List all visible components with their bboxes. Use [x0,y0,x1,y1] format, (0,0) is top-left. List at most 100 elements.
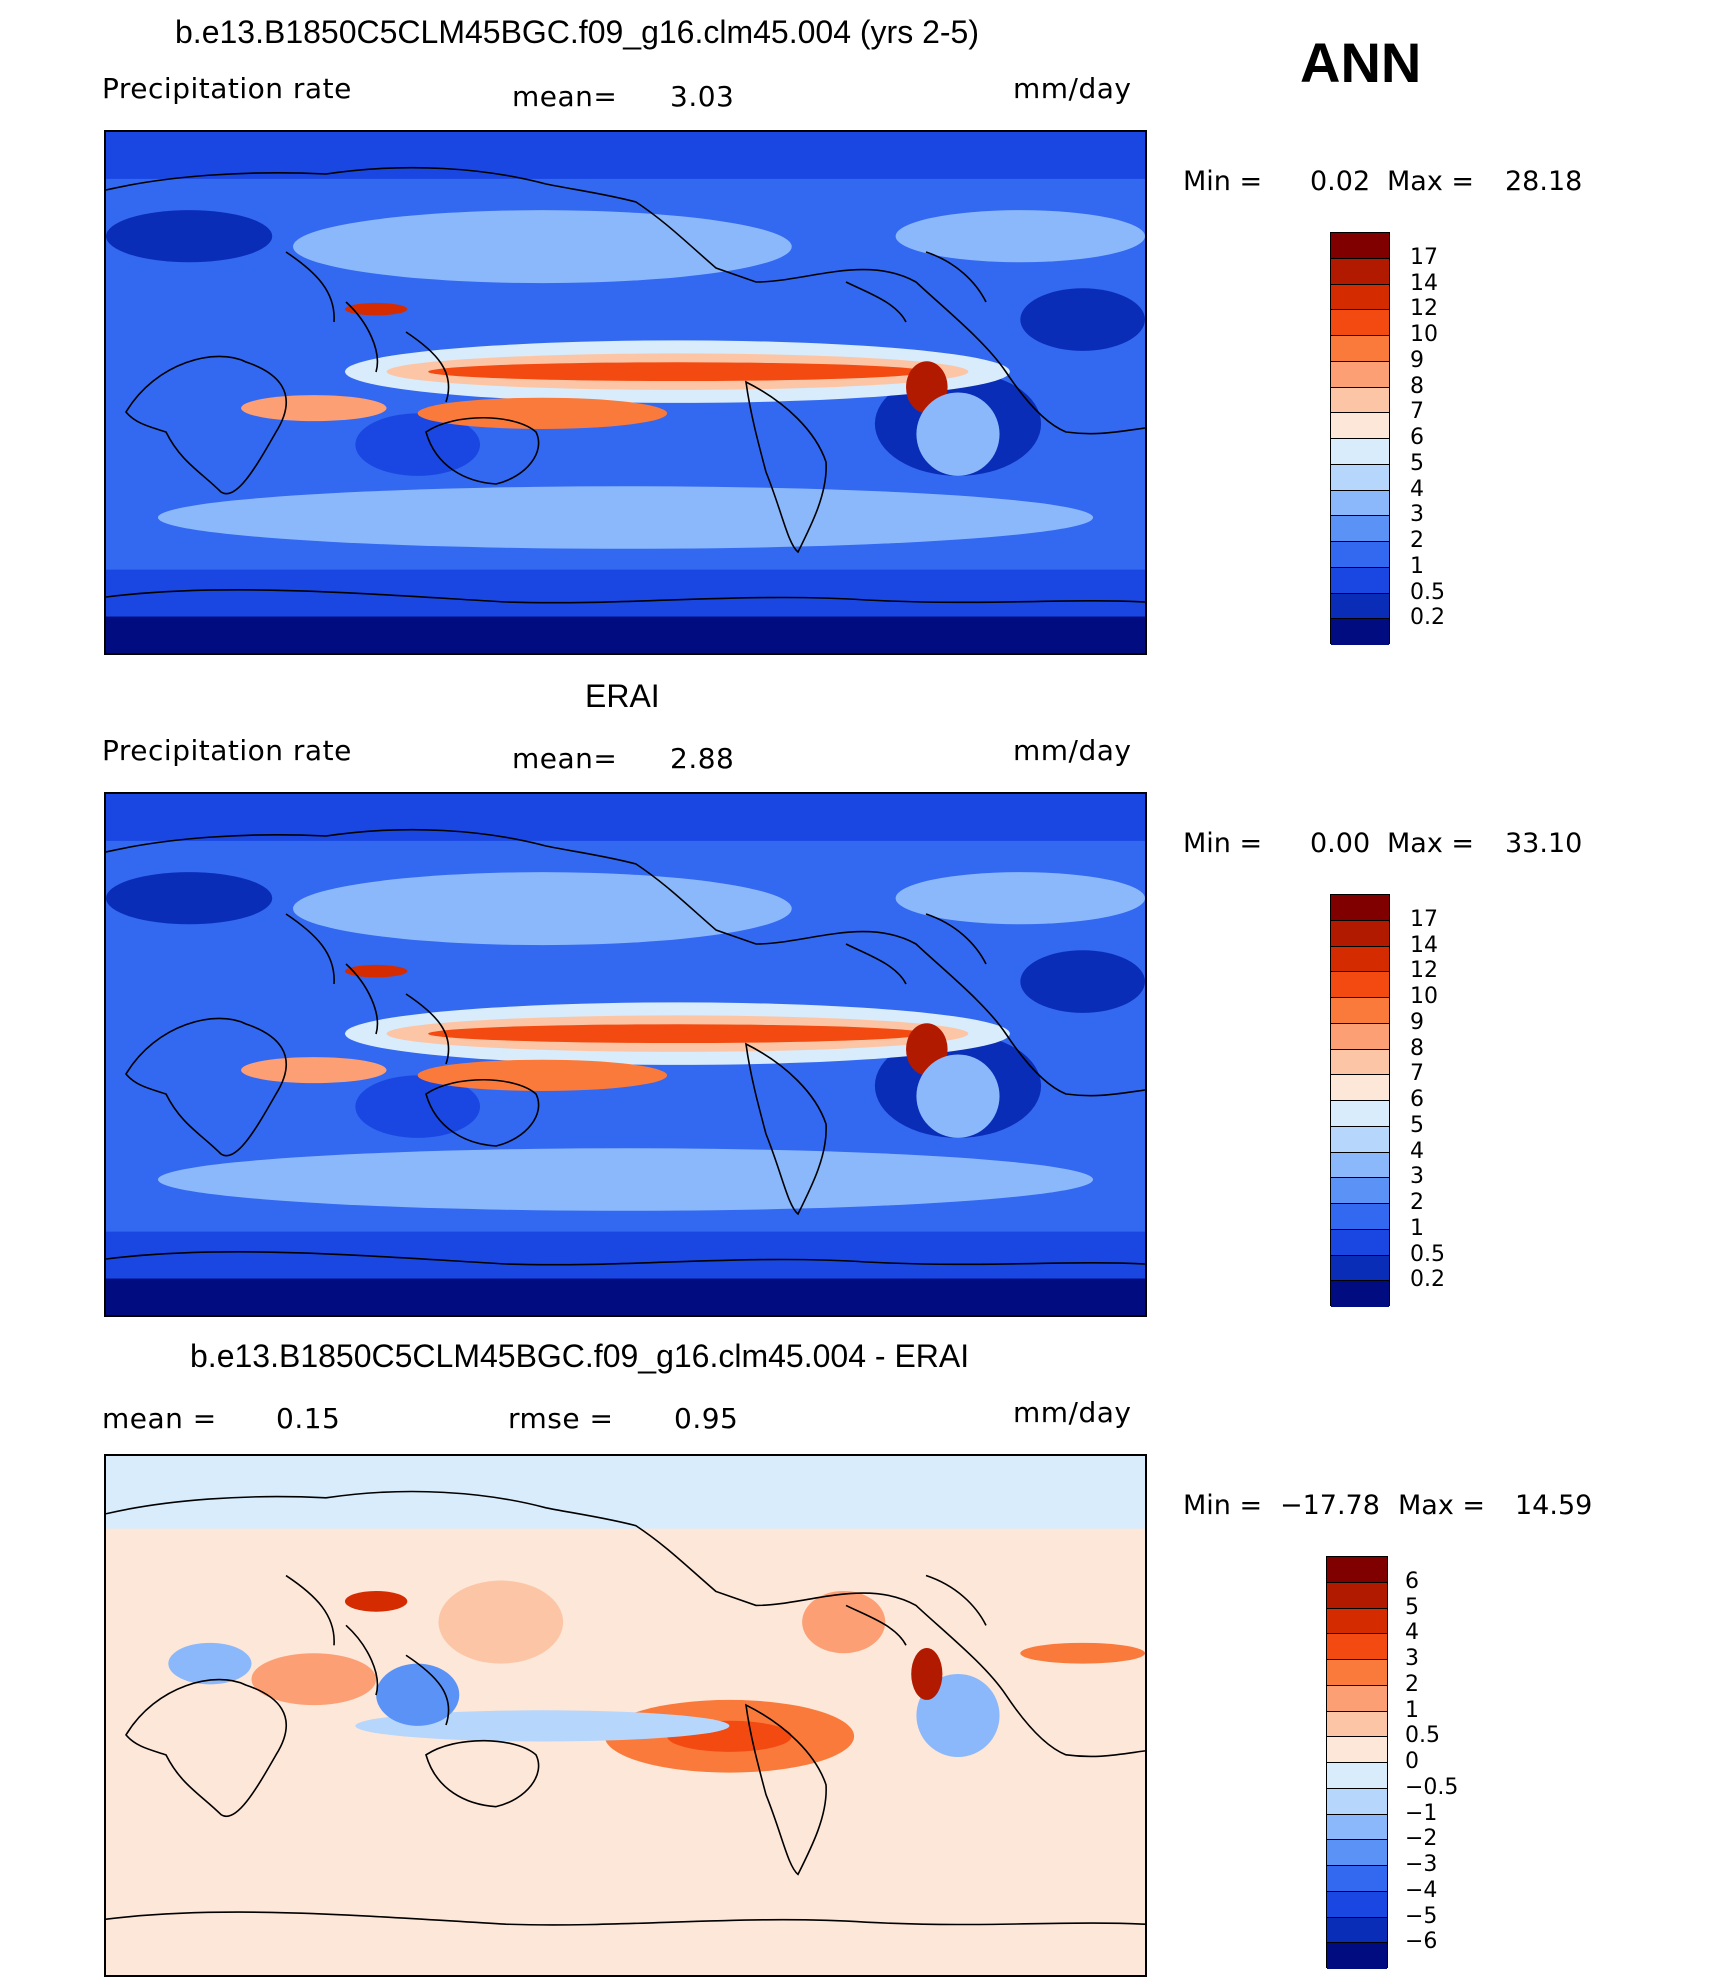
colorbar-swatch [1327,1557,1387,1583]
colorbar-swatch [1327,1634,1387,1660]
coastline-path [845,251,987,323]
colorbar-swatch [1331,1101,1389,1127]
coastline-path [845,913,987,985]
colorbar-swatch [1331,619,1389,645]
colorbar-swatch [1331,920,1389,947]
colorbar-swatch [1331,1023,1389,1050]
panel2-title: ERAI [585,678,660,714]
colorbar-swatch [1327,1737,1387,1763]
colorbar-tick-label: 17 [1410,244,1438,270]
panel2-map-svg [106,794,1145,1315]
colorbar-swatch [1331,464,1389,491]
panel1-max-label: Max = [1387,166,1475,197]
panel3-map-svg [106,1456,1145,1975]
colorbar-swatch [1331,284,1389,311]
colorbar-tick-label: 17 [1410,906,1438,932]
panel1-variable: Precipitation rate [102,72,352,105]
panel1-colorbar [1330,232,1390,645]
panel3-mean-value: 0.15 [276,1402,341,1435]
colorbar-tick-label: 7 [1410,399,1424,425]
colorbar-tick-label: 3 [1405,1646,1419,1671]
colorbar-swatch [1331,1075,1389,1101]
panel1-map-svg [106,132,1145,653]
colorbar-tick-label: 1 [1405,1697,1419,1723]
colorbar-swatch [1327,1814,1387,1841]
colorbar-swatch [1327,1866,1387,1892]
colorbar-tick-label: 0.2 [1410,605,1445,631]
coastline-path [425,1078,540,1147]
colorbar-tick-label: −3 [1405,1852,1438,1877]
colorbar-swatch [1327,1763,1387,1789]
colorbar-tick-label: −1 [1405,1800,1438,1826]
coastline-path [425,416,540,485]
colorbar-swatch [1331,258,1389,285]
colorbar-tick-label: 6 [1410,425,1424,450]
coastline-path [106,1911,1145,1926]
panel3-max-label: Max = [1398,1490,1486,1521]
panel3-title: b.e13.B1850C5CLM45BGC.f09_g16.clm45.004 … [190,1338,970,1374]
panel1-min-value: 0.02 [1310,166,1371,197]
map-field [106,132,1145,653]
colorbar-swatch [1327,1660,1387,1686]
coastline-path [125,1017,288,1157]
colorbar-swatch [1331,1281,1389,1307]
panel3-rmse-value: 0.95 [674,1402,739,1435]
colorbar-swatch [1331,1229,1389,1256]
colorbar-tick-label: 0.5 [1410,579,1445,605]
colorbar-tick-label: −0.5 [1405,1774,1459,1800]
panel1-min-label: Min = [1183,166,1263,197]
coastline-path [106,828,1145,1097]
panel2-colorbar [1330,894,1390,1307]
colorbar-swatch [1331,972,1389,998]
colorbar-tick-label: 1 [1410,553,1424,579]
colorbar-swatch [1327,1788,1387,1815]
colorbar-tick-label: 10 [1410,984,1438,1009]
panel1-units: mm/day [1013,72,1132,105]
panel2-variable: Precipitation rate [102,734,352,767]
coastline-path [125,355,288,495]
colorbar-swatch [1331,310,1389,336]
colorbar-swatch [1331,387,1389,414]
colorbar-swatch [1331,1255,1389,1282]
colorbar-tick-label: −5 [1405,1903,1438,1929]
panel3-units: mm/day [1013,1396,1132,1429]
panel1-title: b.e13.B1850C5CLM45BGC.f09_g16.clm45.004 … [175,14,979,50]
colorbar-tick-label: 12 [1410,296,1438,322]
colorbar-swatch [1327,1943,1387,1969]
coastline-path [106,1490,1145,1758]
coastline-path [106,166,1145,435]
panel2-units: mm/day [1013,734,1132,767]
coastline-path [106,589,1145,604]
colorbar-tick-label: 0.5 [1405,1723,1440,1749]
coastline [106,166,1145,604]
colorbar-swatch [1331,233,1389,259]
colorbar-swatch [1327,1685,1387,1712]
panel2-map [104,792,1147,1317]
colorbar-tick-label: 2 [1410,1190,1424,1215]
colorbar-tick-label: 14 [1410,932,1438,958]
colorbar-tick-label: 4 [1410,476,1424,502]
panel3-mean-label: mean = [102,1402,217,1435]
coastline-path [425,1739,540,1808]
colorbar-tick-label: 0.2 [1410,1267,1445,1293]
colorbar-tick-label: 12 [1410,958,1438,984]
colorbar-tick-label: −2 [1405,1826,1438,1852]
panel3-max-value: 14.59 [1515,1490,1593,1521]
panel2-max-value: 33.10 [1505,828,1583,859]
panel2-min-label: Min = [1183,828,1263,859]
colorbar-tick-label: 9 [1410,1009,1424,1035]
colorbar-tick-label: 5 [1410,1112,1424,1138]
coastline-path [285,1574,450,1726]
colorbar-tick-label: 10 [1410,322,1438,347]
season-label: ANN [1300,31,1422,94]
colorbar-tick-label: 2 [1410,528,1424,553]
panel1-mean-label: mean= [512,80,618,113]
colorbar-swatch [1331,1178,1389,1204]
colorbar-tick-label: 1 [1410,1215,1424,1241]
colorbar-tick-label: 7 [1410,1061,1424,1087]
panel3-colorbar [1326,1556,1388,1969]
panel1-map [104,130,1147,655]
panel1-mean-value: 3.03 [670,80,735,113]
coastline-path [745,380,827,554]
colorbar-tick-label: 14 [1410,270,1438,296]
